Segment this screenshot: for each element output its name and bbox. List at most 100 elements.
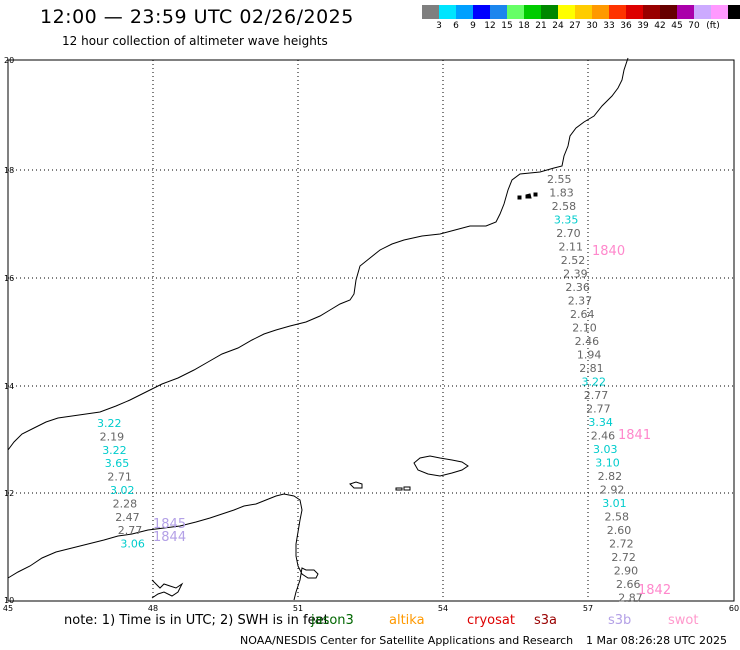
- colorbar-label: 21: [535, 21, 547, 31]
- right-altimeter-track: 2.551.832.583.352.702.112.522.392.362.37…: [547, 173, 671, 605]
- x-tick-label: 57: [583, 604, 593, 613]
- wave-height-value: 3.34: [588, 416, 613, 429]
- wave-height-value: 3.22: [582, 376, 607, 389]
- wave-height-value: 3.01: [602, 497, 627, 510]
- coastline-horn-of-africa: [7, 493, 319, 601]
- wave-height-value: 2.11: [559, 241, 584, 254]
- colorbar-label: 3: [436, 21, 442, 31]
- colorbar-label: 15: [501, 21, 513, 31]
- y-tick-label: 18: [4, 166, 14, 175]
- satellite-legend-item: s3a: [534, 613, 558, 628]
- wave-height-value: 3.03: [593, 443, 618, 456]
- colorbar-swatch: [660, 5, 677, 19]
- y-tick-label: 20: [4, 56, 14, 65]
- colorbar-label: 42: [654, 21, 666, 31]
- y-tick-label: 14: [4, 382, 14, 391]
- wave-height-value: 2.71: [107, 471, 131, 484]
- colorbar-swatch: [626, 5, 643, 19]
- socotra-island: [413, 455, 469, 477]
- colorbar-label: 39: [637, 21, 649, 31]
- coastline-arabia: [7, 57, 629, 451]
- wave-height-value: 1.83: [549, 187, 574, 200]
- satellite-legend-item: jason3: [311, 613, 354, 628]
- satellite-legend-item: s3b: [608, 613, 632, 628]
- x-tick-label: 45: [3, 604, 13, 613]
- colorbar-label: 45: [671, 21, 683, 31]
- wave-height-value: 2.46: [575, 335, 600, 348]
- wave-height-value: 2.72: [611, 551, 636, 564]
- wave-height-value: 2.37: [568, 295, 593, 308]
- wave-height-value: 3.02: [110, 484, 135, 497]
- footer-note: note: 1) Time is in UTC; 2) SWH is in fe…: [64, 613, 329, 628]
- footer-timestamp: 1 Mar 08:26:28 UTC 2025: [586, 634, 727, 647]
- map-title: 12:00 — 23:59 UTC 02/26/2025: [40, 6, 354, 28]
- wave-height-value: 2.19: [100, 430, 125, 443]
- wave-height-value: 2.64: [570, 308, 595, 321]
- colorbar-swatch: [677, 5, 694, 19]
- left-altimeter-track: 3.222.193.223.652.713.022.282.472.773.06…: [97, 417, 186, 551]
- colorbar-label: 27: [569, 21, 581, 31]
- colorbar-swatch: [575, 5, 592, 19]
- map-subtitle: 12 hour collection of altimeter wave hei…: [62, 34, 328, 48]
- colorbar-swatch: [422, 5, 439, 19]
- wave-height-value: 2.87: [618, 592, 643, 605]
- colorbar-swatch: [490, 5, 507, 19]
- satellite-legend-item: swot: [668, 613, 699, 628]
- wave-height-value: 2.82: [598, 470, 623, 483]
- colorbar-label: 70: [688, 21, 700, 31]
- pass-time-label: 1844: [153, 530, 186, 545]
- map-gridlines: [8, 60, 734, 600]
- colorbar-swatch: [728, 5, 740, 19]
- wave-height-value: 3.10: [595, 457, 620, 470]
- colorbar-swatch: [507, 5, 524, 19]
- x-tick-label: 60: [729, 604, 739, 613]
- wave-height-value: 2.72: [609, 538, 634, 551]
- wave-height-value: 2.58: [605, 511, 630, 524]
- wave-height-value: 2.92: [600, 484, 625, 497]
- wave-height-value: 2.81: [579, 362, 604, 375]
- map-frame: [7, 59, 735, 602]
- wave-height-value: 3.35: [554, 214, 579, 227]
- wave-height-value: 2.10: [572, 322, 597, 335]
- small-islands: [349, 481, 411, 491]
- colorbar-swatch: [541, 5, 558, 19]
- colorbar-swatch: [473, 5, 490, 19]
- colorbar-label: 18: [518, 21, 530, 31]
- colorbar-label: 36: [620, 21, 632, 31]
- colorbar-swatch: [694, 5, 711, 19]
- wave-height-value: 3.65: [105, 457, 130, 470]
- y-tick-label: 10: [4, 596, 14, 605]
- axis-ticks: 45 48 51 54 57 60 10 12 14 16 18 20: [3, 56, 739, 613]
- colorbar-swatch: [524, 5, 541, 19]
- pass-time-label: 1840: [592, 244, 625, 259]
- wave-height-value: 2.77: [586, 403, 611, 416]
- y-tick-label: 12: [4, 489, 14, 498]
- colorbar-label: 9: [470, 21, 476, 31]
- wave-height-value: 3.22: [97, 417, 122, 430]
- wave-height-value: 2.70: [556, 227, 581, 240]
- wave-height-value: 2.36: [565, 281, 590, 294]
- wave-height-value: 2.77: [584, 389, 609, 402]
- colorbar-label: 6: [453, 21, 459, 31]
- colorbar-swatch: [592, 5, 609, 19]
- wave-height-value: 2.47: [115, 511, 140, 524]
- wave-height-value: 2.55: [547, 173, 572, 186]
- wave-height-colorbar: [422, 5, 740, 19]
- islands-kuria-muria: [517, 192, 538, 200]
- wave-height-value: 2.52: [561, 254, 586, 267]
- wave-height-value: 2.90: [614, 565, 639, 578]
- colorbar-label: 30: [586, 21, 598, 31]
- x-tick-label: 54: [438, 604, 448, 613]
- wave-height-value: 2.60: [607, 524, 632, 537]
- colorbar-label: 12: [484, 21, 496, 31]
- pass-time-label: 1841: [618, 428, 651, 443]
- wave-height-value: 3.06: [120, 538, 144, 551]
- colorbar-swatch: [558, 5, 575, 19]
- x-tick-label: 48: [148, 604, 158, 613]
- y-tick-label: 16: [4, 274, 14, 283]
- pass-time-label: 1842: [638, 583, 671, 598]
- satellite-legend-item: cryosat: [467, 613, 515, 628]
- wave-height-value: 2.28: [113, 497, 138, 510]
- wave-height-value: 2.77: [118, 524, 143, 537]
